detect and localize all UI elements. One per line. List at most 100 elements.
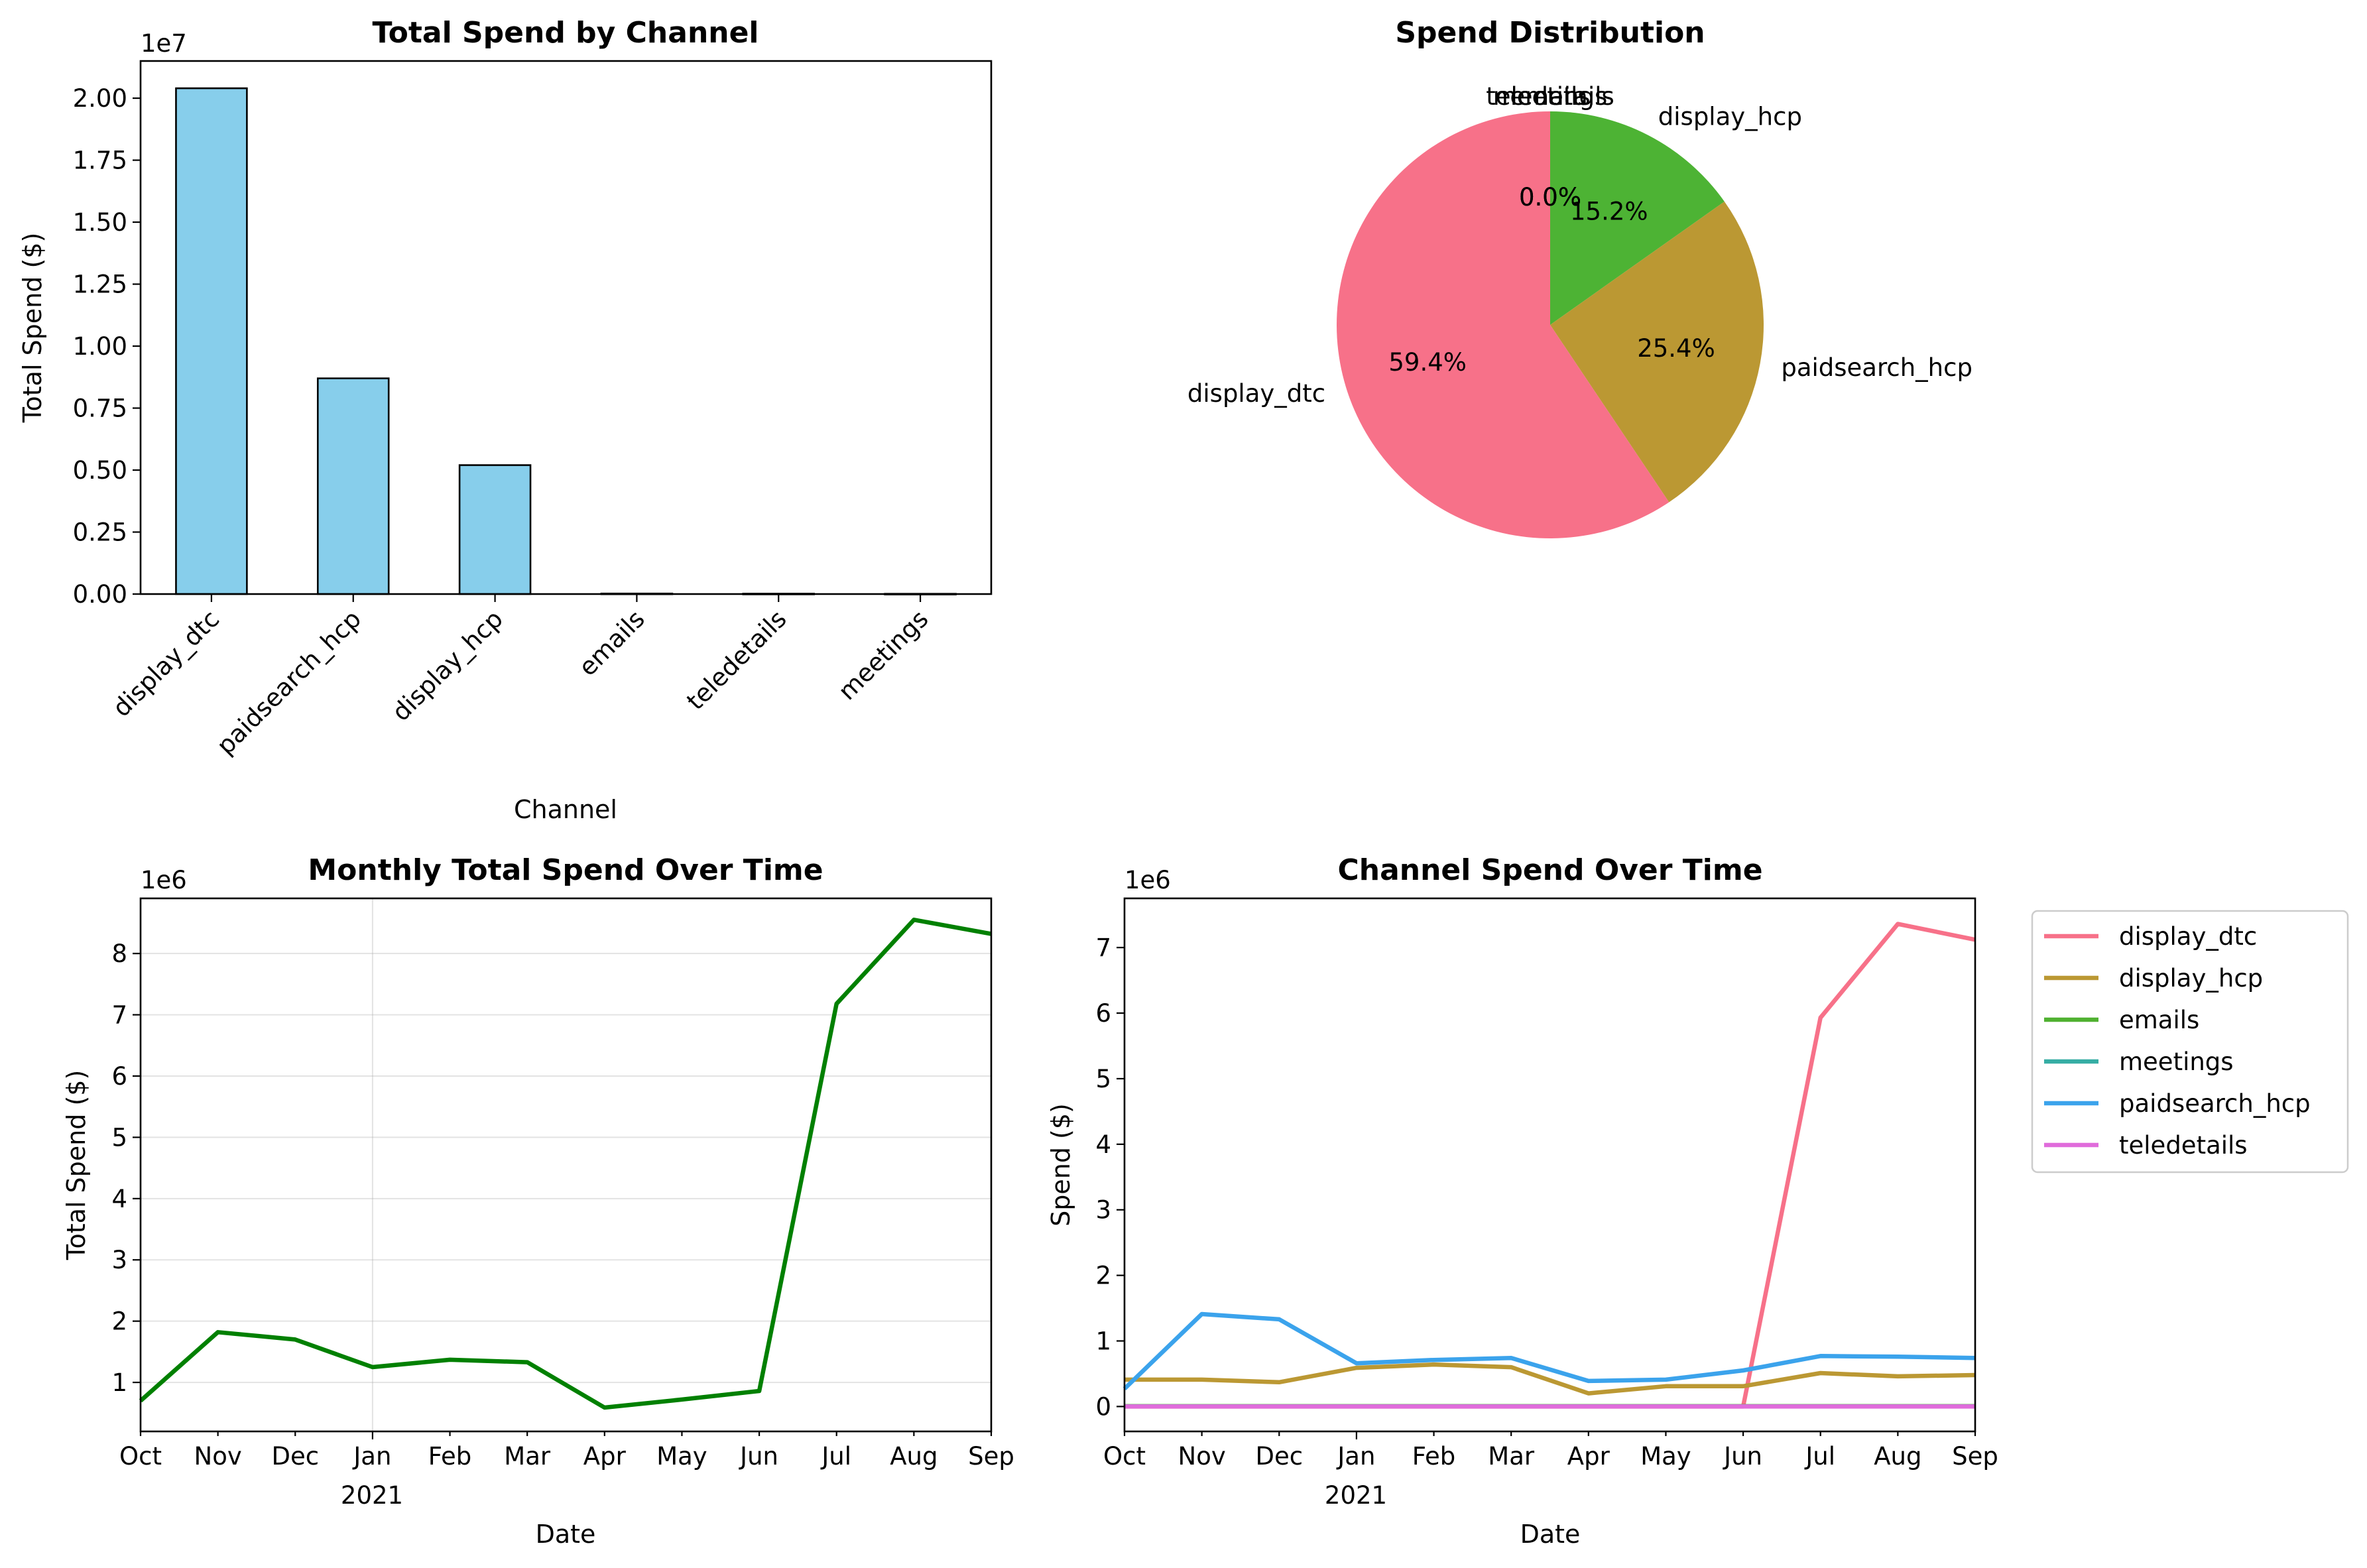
pie-pct-display_hcp: 15.2%: [1570, 197, 1648, 225]
monthly-x-tick-label: Jun: [739, 1442, 778, 1471]
bar-x-tick-label: emails: [574, 605, 650, 682]
pie-label-meetings: meetings: [1493, 82, 1608, 111]
monthly-offset-text: 1e6: [141, 866, 187, 894]
pie-slices: [1337, 111, 1764, 538]
channels-y-tick-label: 5: [1095, 1065, 1111, 1093]
bar-x-label: Channel: [514, 795, 617, 824]
channels-lines: [1123, 922, 1976, 1409]
monthly-x-tick-label: Jul: [820, 1442, 851, 1471]
legend-label-display_hcp: display_hcp: [2119, 964, 2263, 993]
bar-y-tick-label: 0.00: [73, 580, 127, 609]
pie-slice-display_hcp: [1550, 111, 1725, 325]
channels-y-ticks: 0 1 2 3 4 5 6 7: [1095, 934, 1124, 1421]
monthly-lines: [139, 918, 992, 1410]
channels-year-label: 2021: [1325, 1481, 1387, 1510]
legend-label-display_dtc: display_dtc: [2119, 922, 2257, 951]
channels-x-tick-label: Oct: [1103, 1442, 1146, 1471]
monthly-y-tick-label: 3: [111, 1246, 127, 1274]
legend-label-paidsearch_hcp: paidsearch_hcp: [2119, 1089, 2311, 1118]
monthly-y-ticks: 1 2 3 4 5 6 7 8: [111, 939, 141, 1397]
channels-series-line-paidsearch_hcp: [1123, 1311, 1976, 1391]
monthly-x-tick-label: May: [656, 1442, 707, 1471]
monthly-x-tick-label: Oct: [119, 1442, 162, 1471]
legend-label-emails: emails: [2119, 1006, 2199, 1034]
bar-y-tick-label: 1.25: [73, 271, 127, 299]
monthly-chart-title: Monthly Total Spend Over Time: [308, 853, 823, 887]
channels-x-ticks: Oct Nov Dec Jan Feb Mar Apr May Jun Jul Aug Sep: [1103, 1431, 1998, 1471]
channels-y-tick-label: 3: [1095, 1196, 1111, 1225]
pie-pct-teledetails: 0.0%: [1519, 183, 1581, 211]
bar-y-tick-label: 0.25: [73, 518, 127, 547]
monthly-x-tick-label: Apr: [583, 1442, 627, 1471]
monthly-x-tick-label: Jan: [352, 1442, 391, 1471]
channels-y-tick-label: 2: [1095, 1262, 1111, 1290]
bar-x-tick-label: display_dtc: [107, 605, 225, 723]
channels-series-line-display_hcp: [1124, 1362, 1976, 1396]
monthly-x-tick-label: Aug: [890, 1442, 938, 1471]
pie-pct-emails: 0.0%: [1519, 183, 1581, 211]
bar-bars: [175, 87, 957, 595]
legend-frame: [2031, 910, 2349, 1174]
bar-plot-frame: [139, 60, 993, 595]
pie-label-paidsearch_hcp: paidsearch_hcp: [1781, 353, 1972, 382]
monthly-y-label: Total Spend ($): [62, 1070, 91, 1261]
channels-x-tick-label: Jun: [1723, 1442, 1762, 1471]
legend-label-teledetails: teledetails: [2119, 1131, 2248, 1160]
monthly-y-tick-label: 6: [111, 1062, 127, 1091]
pie-label-display_dtc: display_dtc: [1187, 379, 1325, 408]
bar-y-tick-label: 2.00: [73, 84, 127, 113]
bar-chart-title: Total Spend by Channel: [372, 16, 759, 50]
monthly-y-tick-label: 8: [111, 939, 127, 968]
channels-x-tick-label: Sep: [1952, 1442, 1998, 1471]
monthly-x-tick-label: Feb: [428, 1442, 472, 1471]
monthly-y-tick-label: 1: [111, 1368, 127, 1397]
bar-x-tick-label: meetings: [833, 605, 934, 705]
monthly-y-tick-label: 2: [111, 1307, 127, 1336]
monthly-y-tick-label: 4: [111, 1185, 127, 1213]
channels-x-tick-label: Nov: [1178, 1442, 1226, 1471]
channels-x-tick-label: Mar: [1488, 1442, 1535, 1471]
channels-offset-text: 1e6: [1124, 866, 1171, 894]
monthly-x-tick-label: Nov: [194, 1442, 242, 1471]
bar-x-tick-label: display_hcp: [387, 605, 509, 727]
pie-label-teledetails: teledetails: [1486, 82, 1614, 111]
pie-slice-display_dtc: [1337, 111, 1669, 538]
bar-y-tick-label: 1.00: [73, 332, 127, 361]
monthly-x-label: Date: [536, 1520, 596, 1549]
bar-y-tick-label: 1.75: [73, 147, 127, 175]
monthly-grid: [141, 898, 991, 1431]
monthly-x-ticks: Oct Nov Dec Jan Feb Mar Apr May Jun Jul Aug Sep: [119, 1431, 1014, 1471]
channels-x-tick-label: Dec: [1255, 1442, 1303, 1471]
bar-chart: Total Spend by Channel 1e7 0.000.250.500…: [18, 16, 993, 824]
monthly-x-tick-label: Sep: [968, 1442, 1014, 1471]
channels-x-tick-label: May: [1640, 1442, 1691, 1471]
bar-x-tick-label: teledetails: [681, 605, 792, 715]
pie-slice-paidsearch_hcp: [1550, 202, 1764, 503]
monthly-y-tick-label: 7: [111, 1001, 127, 1030]
pie-label-display_hcp: display_hcp: [1658, 102, 1802, 131]
bar-paidsearch_hcp: [316, 377, 390, 595]
bar-y-ticks: 0.00 0.25 0.50 0.75 1.00 1.25 1.50 1.75 2.00: [73, 84, 141, 609]
pie-pct-display_dtc: 59.4%: [1388, 348, 1467, 377]
bar-display_hcp: [458, 464, 532, 595]
bar-y-tick-label: 0.50: [73, 456, 127, 485]
monthly-line-chart: Monthly Total Spend Over Time 1e6 1 2 3 4 5 6…: [62, 853, 1014, 1549]
bar-y-label: Total Spend ($): [18, 233, 47, 424]
pie-pct-meetings: 0.0%: [1519, 183, 1581, 211]
pie-pct-paidsearch_hcp: 25.4%: [1637, 334, 1715, 363]
bar-offset-text: 1e7: [141, 29, 187, 58]
channels-x-tick-label: Jan: [1336, 1442, 1375, 1471]
channels-y-tick-label: 7: [1095, 934, 1111, 962]
channels-line-chart: Channel Spend Over Time 1e6 0 1 2 3 4 5 6 7 Oct…: [1046, 853, 2349, 1549]
channels-y-tick-label: 1: [1095, 1327, 1111, 1356]
channels-x-tick-label: Jul: [1804, 1442, 1835, 1471]
monthly-x-tick-label: Mar: [504, 1442, 551, 1471]
monthly-x-tick-label: Dec: [271, 1442, 319, 1471]
bar-y-tick-label: 1.50: [73, 208, 127, 237]
bar-y-tick-label: 0.75: [73, 394, 127, 423]
monthly-year-label: 2021: [341, 1481, 403, 1510]
bar-x-tick-label: paidsearch_hcp: [212, 605, 367, 760]
